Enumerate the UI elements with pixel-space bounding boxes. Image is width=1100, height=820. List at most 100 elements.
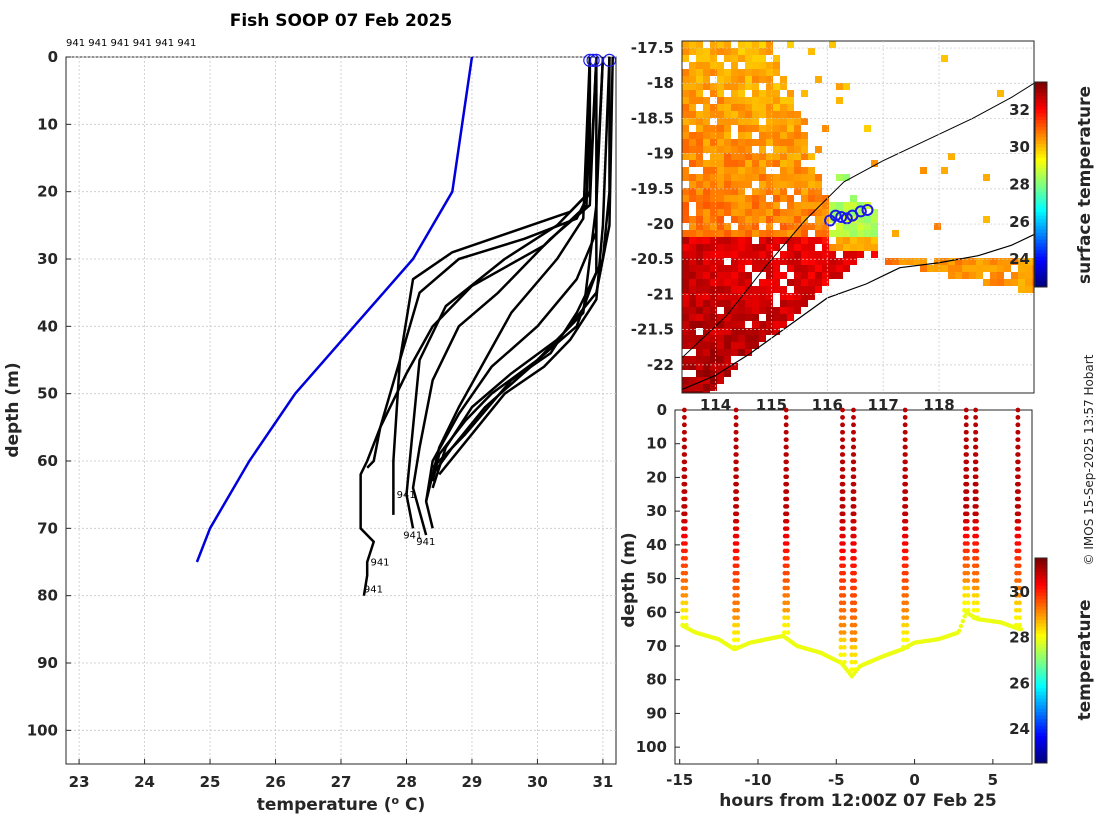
cast-point — [841, 593, 847, 598]
y-tick-label: 40 — [37, 317, 58, 335]
colorbar-segment — [1035, 725, 1047, 730]
colorbar-segment — [1035, 153, 1047, 158]
sst-cell — [787, 216, 794, 223]
sst-cell — [689, 48, 696, 55]
sst-cell — [696, 83, 703, 90]
sst-cell — [703, 265, 710, 272]
time-depth-data — [680, 407, 1024, 679]
cast-point — [838, 652, 844, 658]
sst-cell — [703, 314, 710, 321]
cast-point — [964, 481, 970, 487]
colorbar-segment — [1035, 629, 1047, 634]
cast-point — [682, 444, 688, 450]
sst-cell — [759, 90, 766, 97]
cast-point — [1016, 541, 1022, 546]
sst-cell — [731, 111, 738, 118]
cast-point — [733, 415, 739, 420]
sst-cell — [717, 111, 724, 118]
sst-cell — [717, 237, 724, 244]
sst-cell — [843, 83, 850, 90]
cast-point — [683, 533, 688, 539]
sst-cell — [780, 76, 787, 83]
sst-cell — [745, 300, 752, 307]
cast-point — [974, 489, 979, 494]
sst-cell — [745, 83, 752, 90]
sst-cell — [682, 237, 689, 244]
sst-cell — [787, 41, 794, 48]
sst-cell — [843, 174, 850, 181]
sst-cell — [745, 293, 752, 300]
cast-point — [732, 615, 737, 620]
cast-point — [962, 578, 967, 583]
sst-cell — [976, 272, 983, 279]
sst-cell — [780, 195, 787, 202]
cast-point — [682, 489, 688, 494]
sst-cell — [794, 181, 801, 188]
sst-cell — [696, 160, 703, 167]
sst-cell — [752, 293, 759, 300]
sst-cell — [717, 90, 724, 97]
colorbar-segment — [1035, 742, 1047, 747]
sst-cell — [948, 258, 955, 265]
cast-point — [853, 667, 858, 672]
cast-point — [734, 556, 740, 561]
x-tick-label: -10 — [744, 771, 771, 789]
colorbar-segment — [1035, 636, 1047, 641]
cast-point — [734, 541, 740, 546]
sst-cell — [752, 209, 759, 216]
sst-cell — [682, 167, 689, 174]
sst-cell — [724, 328, 731, 335]
sst-cell — [1025, 272, 1032, 279]
cast-point — [973, 422, 979, 428]
colorbar-tick-label: 26 — [1009, 213, 1030, 231]
sst-cell — [836, 265, 843, 272]
sst-cell — [696, 139, 703, 146]
sst-cell — [717, 251, 724, 258]
sst-cell — [717, 314, 724, 321]
profile-x-axis-label: temperature (o C) — [257, 794, 426, 815]
cast-point — [840, 429, 846, 435]
sst-cell — [703, 209, 710, 216]
sst-cell — [696, 272, 703, 279]
profile-end-label: 941 — [364, 584, 383, 595]
sst-cell — [731, 272, 738, 279]
sst-cell — [717, 76, 724, 83]
sst-cell — [703, 349, 710, 356]
sst-cell — [787, 97, 794, 104]
sst-cell — [710, 377, 717, 384]
sst-cell — [724, 76, 731, 83]
cast-point — [903, 452, 908, 457]
cast-point — [852, 600, 858, 606]
sst-cell — [801, 195, 808, 202]
cast-point — [841, 607, 847, 613]
sst-cell — [724, 272, 731, 279]
sst-cell — [808, 265, 815, 272]
sst-cell — [745, 251, 752, 258]
cast-point — [852, 526, 857, 531]
sst-cell — [773, 188, 780, 195]
sst-cell — [717, 265, 724, 272]
cast-point — [1016, 533, 1022, 539]
colorbar-tick-label: 26 — [1009, 674, 1030, 692]
sst-cell — [703, 118, 710, 125]
colorbar-segment — [1035, 646, 1047, 651]
cast-point — [964, 429, 969, 435]
colorbar-segment — [1035, 266, 1047, 271]
sst-cell — [696, 209, 703, 216]
cast-point — [783, 422, 789, 428]
cast-point — [962, 607, 967, 613]
sst-cell — [773, 195, 780, 202]
cast-point — [735, 593, 740, 598]
cast-point — [682, 437, 687, 442]
sst-cell — [808, 181, 815, 188]
sst-cell — [689, 328, 696, 335]
sst-cell — [710, 356, 717, 363]
cast-point — [964, 437, 969, 442]
cast-point — [785, 630, 791, 635]
sst-cell — [766, 153, 773, 160]
sst-cell — [731, 258, 738, 265]
sst-cell — [759, 237, 766, 244]
sst-cell — [710, 363, 717, 370]
sst-cell — [682, 202, 689, 209]
